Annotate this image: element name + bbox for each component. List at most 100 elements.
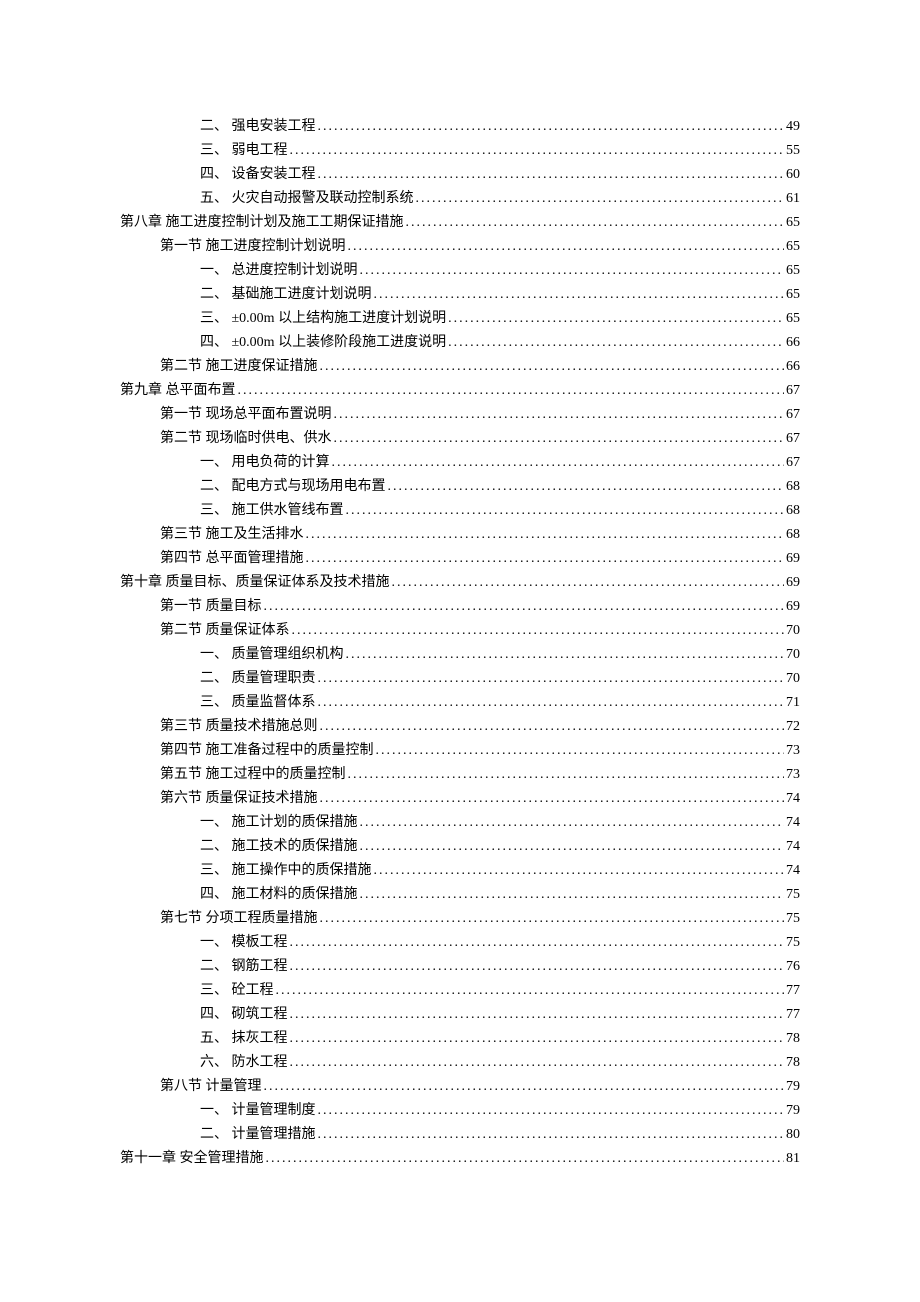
toc-entry-label: 第三节 质量技术措施总则 <box>160 715 318 739</box>
toc-entry-page: 73 <box>786 763 800 787</box>
toc-dot-leader <box>406 211 785 235</box>
toc-entry-label: 四、 砌筑工程 <box>200 1003 288 1027</box>
toc-dot-leader <box>332 451 785 475</box>
toc-entry: 二、 质量管理职责 70 <box>120 667 800 691</box>
toc-dot-leader <box>306 523 785 547</box>
toc-dot-leader <box>276 979 785 1003</box>
toc-entry-label: 二、 钢筋工程 <box>200 955 288 979</box>
toc-entry-label: 第二节 现场临时供电、供水 <box>160 427 332 451</box>
toc-entry-label: 一、 质量管理组织机构 <box>200 643 344 667</box>
toc-entry-label: 第五节 施工过程中的质量控制 <box>160 763 346 787</box>
toc-entry-page: 61 <box>786 187 800 211</box>
toc-entry-label: 第十一章 安全管理措施 <box>120 1147 264 1171</box>
toc-entry-page: 68 <box>786 499 800 523</box>
toc-entry: 第四节 总平面管理措施69 <box>120 547 800 571</box>
toc-entry-page: 67 <box>786 451 800 475</box>
toc-entry-label: 三、 质量监督体系 <box>200 691 316 715</box>
toc-entry-page: 81 <box>786 1147 800 1171</box>
toc-entry-label: 四、 设备安装工程 <box>200 163 316 187</box>
toc-entry-page: 68 <box>786 523 800 547</box>
toc-entry-page: 65 <box>786 307 800 331</box>
toc-entry-label: 第九章 总平面布置 <box>120 379 236 403</box>
toc-entry-label: 三、 施工操作中的质保措施 <box>200 859 372 883</box>
toc-entry: 二、 施工技术的质保措施74 <box>120 835 800 859</box>
toc-entry: 第六节 质量保证技术措施74 <box>120 787 800 811</box>
toc-entry: 一、 用电负荷的计算67 <box>120 451 800 475</box>
toc-entry-page: 66 <box>786 331 800 355</box>
toc-entry-page: 74 <box>786 811 800 835</box>
toc-dot-leader <box>320 907 785 931</box>
toc-entry-page: 65 <box>786 259 800 283</box>
toc-dot-leader <box>346 643 785 667</box>
toc-dot-leader <box>448 307 784 331</box>
toc-entry: 第二节 质量保证体系70 <box>120 619 800 643</box>
toc-entry-label: 五、 抹灰工程 <box>200 1027 288 1051</box>
toc-entry-page: 73 <box>786 739 800 763</box>
toc-entry-label: 第二节 施工进度保证措施 <box>160 355 318 379</box>
toc-dot-leader <box>318 691 785 715</box>
toc-entry: 第八节 计量管理79 <box>120 1075 800 1099</box>
toc-entry: 第一节 现场总平面布置说明67 <box>120 403 800 427</box>
toc-dot-leader <box>320 787 785 811</box>
toc-entry-page: 65 <box>786 283 800 307</box>
toc-entry-label: 四、 ±0.00m 以上装修阶段施工进度说明 <box>200 331 446 355</box>
toc-dot-leader <box>290 955 785 979</box>
toc-entry-label: 三、 ±0.00m 以上结构施工进度计划说明 <box>200 307 446 331</box>
toc-entry-page: 68 <box>786 475 800 499</box>
toc-entry: 三、 施工供水管线布置68 <box>120 499 800 523</box>
toc-entry: 二、 配电方式与现场用电布置68 <box>120 475 800 499</box>
toc-entry: 五、 火灾自动报警及联动控制系统 61 <box>120 187 800 211</box>
toc-dot-leader <box>318 163 785 187</box>
toc-entry-label: 第七节 分项工程质量措施 <box>160 907 318 931</box>
toc-entry-page: 77 <box>786 1003 800 1027</box>
toc-entry-label: 三、 砼工程 <box>200 979 274 1003</box>
toc-entry-page: 67 <box>786 403 800 427</box>
toc-entry: 三、 弱电工程55 <box>120 139 800 163</box>
toc-entry-label: 五、 火灾自动报警及联动控制系统 <box>200 187 414 211</box>
toc-entry: 第二节 施工进度保证措施 66 <box>120 355 800 379</box>
toc-entry-label: 二、 质量管理职责 <box>200 667 316 691</box>
toc-dot-leader <box>318 115 785 139</box>
toc-entry: 三、 ±0.00m 以上结构施工进度计划说明 65 <box>120 307 800 331</box>
toc-entry-page: 70 <box>786 667 800 691</box>
toc-entry-label: 第八章 施工进度控制计划及施工工期保证措施 <box>120 211 404 235</box>
toc-entry-page: 67 <box>786 379 800 403</box>
toc-entry: 第八章 施工进度控制计划及施工工期保证措施65 <box>120 211 800 235</box>
toc-entry: 四、 设备安装工程 60 <box>120 163 800 187</box>
toc-entry: 二、 钢筋工程 76 <box>120 955 800 979</box>
toc-entry: 六、 防水工程78 <box>120 1051 800 1075</box>
toc-dot-leader <box>318 667 785 691</box>
toc-entry-label: 二、 强电安装工程 <box>200 115 316 139</box>
toc-entry-page: 70 <box>786 619 800 643</box>
toc-entry-page: 75 <box>786 907 800 931</box>
toc-dot-leader <box>416 187 785 211</box>
toc-entry-page: 80 <box>786 1123 800 1147</box>
toc-dot-leader <box>348 763 785 787</box>
toc-dot-leader <box>334 403 785 427</box>
toc-dot-leader <box>320 355 785 379</box>
toc-entry-page: 65 <box>786 235 800 259</box>
toc-dot-leader <box>374 283 785 307</box>
toc-dot-leader <box>360 259 785 283</box>
toc-entry-page: 74 <box>786 787 800 811</box>
toc-entry-label: 第十章 质量目标、质量保证体系及技术措施 <box>120 571 390 595</box>
toc-entry-page: 66 <box>786 355 800 379</box>
toc-dot-leader <box>318 1123 785 1147</box>
toc-entry-page: 60 <box>786 163 800 187</box>
toc-dot-leader <box>264 595 785 619</box>
toc-entry-page: 76 <box>786 955 800 979</box>
toc-entry-page: 75 <box>786 883 800 907</box>
toc-dot-leader <box>266 1147 785 1171</box>
toc-dot-leader <box>264 1075 785 1099</box>
toc-entry: 三、 质量监督体系71 <box>120 691 800 715</box>
toc-entry: 三、 砼工程77 <box>120 979 800 1003</box>
toc-entry-label: 第一节 质量目标 <box>160 595 262 619</box>
toc-entry-label: 三、 弱电工程 <box>200 139 288 163</box>
toc-entry-page: 75 <box>786 931 800 955</box>
toc-entry-page: 69 <box>786 571 800 595</box>
toc-entry: 第一节 施工进度控制计划说明65 <box>120 235 800 259</box>
toc-entry: 第二节 现场临时供电、供水67 <box>120 427 800 451</box>
toc-entry-label: 第四节 总平面管理措施 <box>160 547 304 571</box>
toc-entry: 四、 砌筑工程 77 <box>120 1003 800 1027</box>
toc-entry: 一、 计量管理制度79 <box>120 1099 800 1123</box>
